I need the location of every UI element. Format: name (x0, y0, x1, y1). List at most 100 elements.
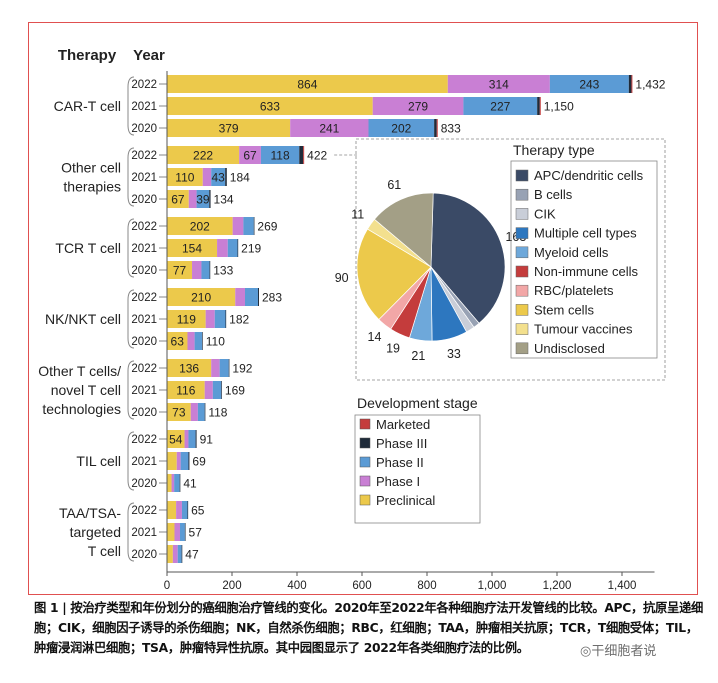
bar-total-label: 69 (192, 455, 206, 469)
therapy-legend-label: RBC/platelets (534, 283, 614, 298)
group-bracket (127, 431, 135, 491)
therapy-swatch (515, 284, 529, 297)
bar-segment-phase3 (225, 310, 227, 328)
bar-total-label: 41 (183, 477, 197, 491)
bar-segment-preclinical (167, 261, 193, 279)
header-therapy: Therapy (58, 47, 117, 64)
therapy-legend-label: Non-immune cells (534, 264, 639, 279)
group-label: TCR T cell (55, 240, 121, 256)
bar-total-label: 110 (206, 335, 225, 349)
bar-value-label: 54 (169, 433, 183, 447)
bar-segment-preclinical (167, 97, 373, 115)
bar-total-label: 1,150 (544, 100, 574, 114)
therapy-legend-label: Stem cells (534, 302, 594, 317)
bar-total-label: 65 (191, 504, 205, 518)
bar-segment-phase1 (171, 474, 175, 492)
year-label: 2022 (131, 292, 157, 304)
bar-segment-preclinical (167, 288, 236, 306)
bar-segment-phase2 (227, 239, 238, 257)
year-label: 2021 (131, 385, 157, 397)
pie-slice-label: 61 (387, 178, 401, 192)
bar-segment-preclinical (167, 310, 206, 328)
year-label: 2020 (131, 265, 157, 277)
stage-legend-label: Preclinical (376, 493, 435, 508)
bar-segment-marketed (436, 119, 438, 137)
bar-value-label: 154 (182, 242, 202, 256)
bar-segment-preclinical (167, 168, 203, 186)
bar-total-label: 91 (200, 433, 214, 447)
bar-total-label: 118 (208, 406, 227, 420)
therapy-swatch (515, 169, 529, 182)
x-tick-label: 0 (164, 580, 170, 592)
bar-segment-preclinical (167, 146, 240, 164)
therapy-legend-label: CIK (534, 206, 556, 221)
bar-value-label: 202 (190, 220, 210, 234)
year-label: 2020 (131, 194, 157, 206)
bar-segment-phase2 (243, 217, 254, 235)
bar-segment-preclinical (167, 474, 172, 492)
bar-segment-phase3 (188, 452, 190, 470)
bar-value-label: 314 (489, 78, 509, 92)
bar-segment-phase3 (209, 190, 211, 208)
stage-swatch (359, 494, 371, 506)
bar-segment-phase2 (245, 288, 258, 306)
bar-segment-preclinical (167, 75, 448, 93)
bar-segment-phase3 (258, 288, 259, 306)
bar-segment-phase2 (188, 430, 196, 448)
group-bracket (127, 76, 135, 136)
bar-segment-phase3 (187, 501, 189, 519)
pie-slice-label: 11 (351, 208, 364, 222)
year-label: 2021 (131, 243, 157, 255)
x-tick-label: 800 (417, 580, 436, 592)
bar-segment-phase2 (219, 359, 229, 377)
therapy-swatch (515, 265, 529, 278)
bar-segment-phase2 (212, 381, 222, 399)
bar-segment-phase1 (235, 288, 245, 306)
bar-segment-preclinical (167, 545, 173, 563)
bar-value-label: 864 (297, 78, 317, 92)
header-year: Year (133, 47, 165, 64)
group-label: CAR-T cell (54, 98, 121, 114)
bar-segment-phase1 (202, 168, 212, 186)
pie-slice-label: 19 (386, 342, 400, 356)
group-label: targeted (70, 524, 121, 540)
bar-segment-preclinical (167, 359, 212, 377)
stage-legend-label: Phase III (376, 436, 427, 451)
bar-segment-phase3 (228, 359, 230, 377)
bar-segment-preclinical (167, 523, 175, 541)
stage-legend-box (354, 414, 481, 524)
bar-total-label: 833 (441, 122, 461, 136)
bar-segment-phase1 (204, 381, 213, 399)
bar-segment-phase3 (253, 217, 255, 235)
bar-total-label: 57 (189, 526, 203, 540)
therapy-swatch (515, 188, 529, 201)
bar-total-label: 47 (185, 548, 199, 562)
bar-segment-marketed (631, 75, 633, 93)
therapy-legend-title: Therapy type (513, 142, 595, 158)
bar-total-label: 133 (213, 264, 233, 278)
group-bracket (127, 147, 135, 207)
bar-total-label: 192 (232, 362, 252, 376)
stage-swatch (359, 418, 371, 430)
group-label: Other cell (61, 160, 121, 176)
bar-value-label: 73 (172, 406, 186, 420)
year-label: 2020 (131, 407, 157, 419)
bar-segment-phase3 (181, 545, 183, 563)
pie-slice-label: 21 (411, 349, 425, 363)
year-label: 2020 (131, 123, 157, 135)
bar-value-label: 110 (175, 171, 194, 185)
year-label: 2020 (131, 549, 157, 561)
year-label: 2022 (131, 79, 157, 91)
therapy-swatch (515, 342, 529, 355)
bar-value-label: 118 (271, 149, 290, 163)
bar-segment-phase1 (211, 359, 220, 377)
bar-segment-preclinical (167, 332, 188, 350)
x-tick-label: 400 (287, 580, 306, 592)
pie-slice-label: 90 (335, 271, 349, 285)
bar-value-label: 63 (171, 335, 185, 349)
bar-segment-phase1 (188, 190, 197, 208)
bar-segment-phase3 (434, 119, 437, 137)
bar-segment-phase1 (372, 97, 464, 115)
bar-total-label: 219 (241, 242, 261, 256)
bar-value-label: 210 (191, 291, 211, 305)
